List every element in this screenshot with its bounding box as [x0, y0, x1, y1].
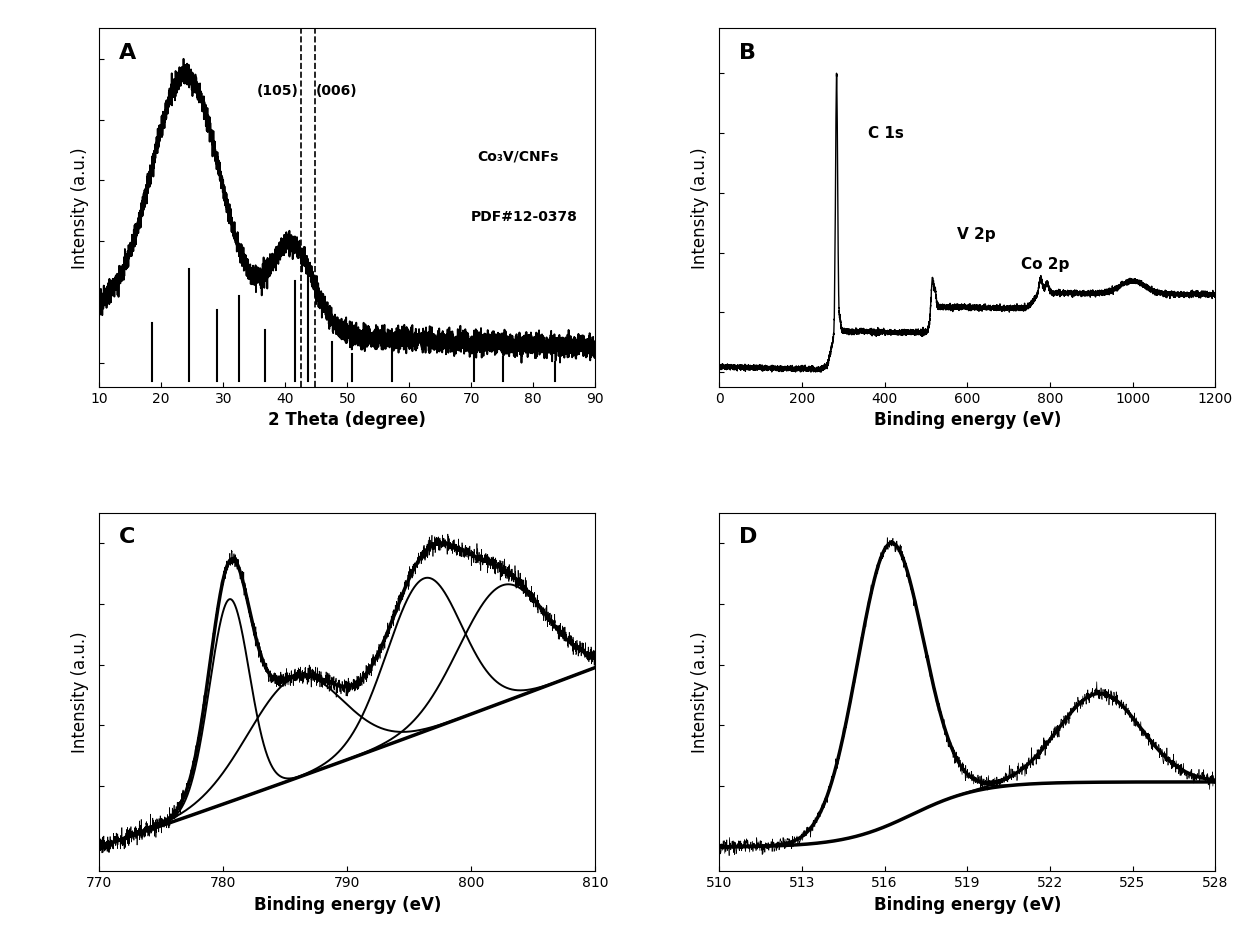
Text: V 2p: V 2p [957, 227, 996, 242]
Text: C: C [119, 527, 135, 547]
Text: (006): (006) [316, 84, 358, 98]
Text: A: A [119, 43, 136, 63]
Text: PDF#12-0378: PDF#12-0378 [471, 210, 578, 223]
X-axis label: Binding energy (eV): Binding energy (eV) [253, 896, 441, 914]
X-axis label: 2 Theta (degree): 2 Theta (degree) [268, 412, 427, 430]
Text: Co 2p: Co 2p [1021, 257, 1069, 272]
Y-axis label: Intensity (a.u.): Intensity (a.u.) [71, 631, 89, 753]
Y-axis label: Intensity (a.u.): Intensity (a.u.) [71, 147, 89, 269]
Text: D: D [739, 527, 758, 547]
Y-axis label: Intensity (a.u.): Intensity (a.u.) [691, 147, 709, 269]
Text: C 1s: C 1s [868, 126, 904, 140]
Text: B: B [739, 43, 756, 63]
X-axis label: Binding energy (eV): Binding energy (eV) [873, 896, 1061, 914]
Y-axis label: Intensity (a.u.): Intensity (a.u.) [691, 631, 709, 753]
X-axis label: Binding energy (eV): Binding energy (eV) [873, 412, 1061, 430]
Text: (105): (105) [257, 84, 299, 98]
Text: Co₃V/CNFs: Co₃V/CNFs [477, 149, 559, 163]
